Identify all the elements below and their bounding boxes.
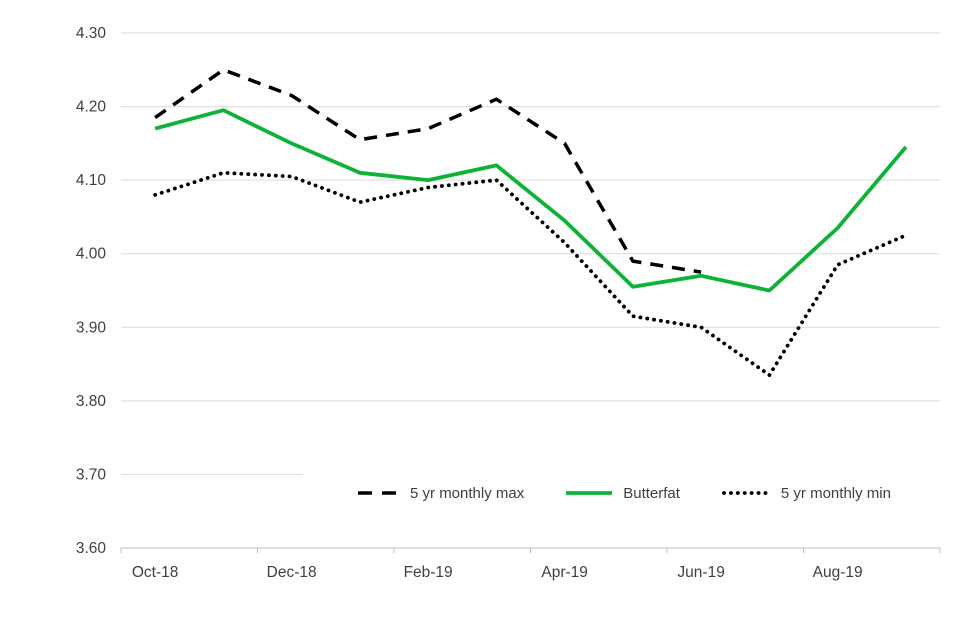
y-axis-label-3.70: 3.70 [76,466,107,483]
y-axis-label-3.90: 3.90 [76,319,107,336]
y-axis-label-4.20: 4.20 [76,99,107,116]
legend-item-5yr-monthly-min: 5 yr monthly min [722,485,891,502]
series-line-5-yr-monthly-max [154,68,702,274]
dotted-line-sample-icon [722,491,770,495]
y-axis-label-4.00: 4.00 [76,246,107,263]
series-line-5-yr-monthly-min [153,170,908,378]
legend-label-max: 5 yr monthly max [410,484,525,502]
y-axis-label-3.60: 3.60 [76,540,107,557]
legend-item-butterfat: Butterfat [566,485,680,502]
legend-label-min: 5 yr monthly min [780,484,891,502]
x-axis-label-Dec-18: Dec-18 [267,564,317,581]
legend-item-5yr-monthly-max: 5 yr monthly max [357,485,524,502]
y-axis-label-3.80: 3.80 [76,393,107,410]
legend: 5 yr monthly max Butterfat 5 yr monthly … [303,469,945,517]
legend-label-butterfat: Butterfat [623,484,680,502]
series-line-butterfat [154,108,908,293]
dashed-line-sample-icon [358,491,399,495]
y-axis-label-4.10: 4.10 [76,172,107,189]
x-axis-label-Aug-19: Aug-19 [813,564,863,581]
x-axis-label-Jun-19: Jun-19 [677,564,724,581]
x-axis-label-Feb-19: Feb-19 [404,564,453,581]
x-axis-label-Oct-18: Oct-18 [132,564,179,581]
y-axis-label-4.30: 4.30 [76,25,107,42]
x-axis-label-Apr-19: Apr-19 [541,564,588,581]
solid-line-sample-icon [566,491,613,495]
